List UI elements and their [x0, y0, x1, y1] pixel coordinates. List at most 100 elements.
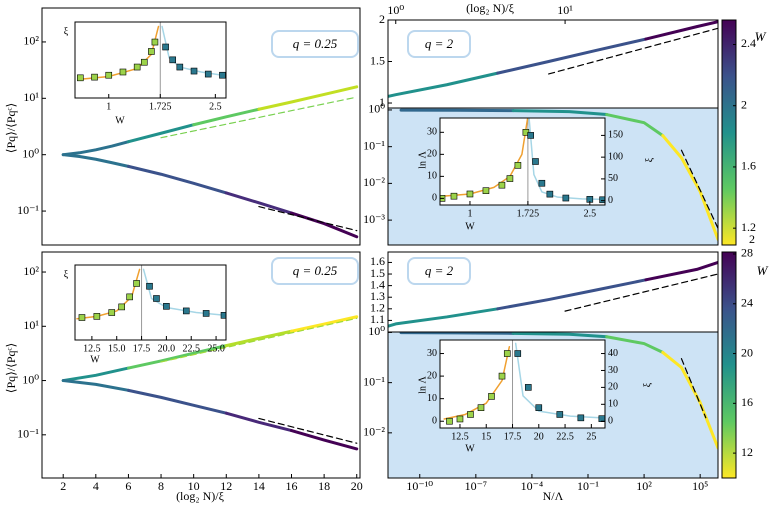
x-tick-label: 10² [636, 479, 652, 493]
y-axis-label: ξ [64, 26, 69, 37]
x-tick-label: 10 [188, 479, 200, 493]
colorbar-tick-label: 2 [741, 97, 747, 111]
x-tick-label: 12 [220, 479, 232, 493]
y-axis-label: ⟨Pq⟩/⟨Pqᶜ⟩ [4, 103, 18, 153]
fit-line [258, 417, 358, 444]
fit-line [160, 317, 358, 363]
colorbar-tick-label: 16 [741, 395, 753, 409]
y-tick-label: 1.2 [370, 301, 385, 315]
data-square [577, 414, 585, 422]
panel-frame [74, 264, 227, 341]
colorbar-label: W [755, 29, 767, 44]
plot-area [77, 22, 226, 98]
y-tick-label: 10⁻³ [363, 212, 385, 226]
plot-area [388, 20, 718, 98]
annotation-box [407, 257, 471, 285]
colorbar-fill [721, 251, 737, 479]
annotation: q = 0.25 [293, 263, 338, 278]
x-tick-label: 2 [60, 479, 66, 493]
y-tick-label: 10⁰ [368, 324, 385, 338]
y-tick-label: 10⁻² [363, 175, 385, 189]
y-tick-label: 20 [427, 370, 437, 381]
data-square [133, 280, 140, 287]
data-curve [126, 344, 228, 370]
x-axis-label: W [465, 443, 475, 454]
x-axis-label: W [115, 115, 125, 126]
annotation: q = 0.25 [293, 36, 338, 51]
data-square [204, 70, 212, 78]
data-square [220, 312, 226, 319]
data-square [506, 175, 514, 182]
data-square [498, 372, 506, 380]
data-square [527, 132, 534, 139]
data-curve [224, 411, 294, 433]
data-curve [605, 335, 665, 354]
x-tick-label: 20 [534, 431, 544, 442]
data-curve [496, 278, 648, 311]
x-tick-label: 12.5 [451, 431, 469, 442]
x-tick-label: 12.5 [83, 343, 101, 354]
y-axis-label: ξ [64, 269, 69, 280]
y-tick-label: 1.1 [370, 312, 385, 326]
x-tick-label: 6 [125, 479, 131, 493]
data-square [162, 43, 169, 51]
y-tick-label: 1.5 [370, 53, 385, 67]
annotation-box [271, 30, 359, 58]
data-curve [61, 140, 130, 157]
panel: 0 10 20 30 0 50 100 150 1 1.725 2.5 Wln Λ ξ [417, 117, 655, 232]
annotation-box [271, 257, 359, 285]
x-axis-label: W [465, 221, 475, 232]
data-square [146, 282, 153, 290]
data-square [182, 307, 190, 315]
plot-area [76, 265, 226, 340]
panel: 1.11.21.31.41.51.6 q = 2 [370, 251, 719, 333]
data-square [488, 393, 495, 400]
y-tick-label: 10⁻¹ [363, 374, 385, 388]
x-tick-label: 1.725 [517, 208, 540, 219]
panel: 12.5 15.0 17.5 20.0 22.5 25.0 Wξ [64, 264, 227, 365]
y-axis-label: ln Λ [417, 150, 428, 168]
data-square [514, 162, 522, 169]
y2-axis-label: ξ [644, 157, 655, 162]
y2-tick-label: 40 [608, 348, 618, 359]
panel-frame [387, 331, 719, 479]
data-curve [290, 315, 359, 333]
data-square [169, 56, 177, 64]
y-tick-label: 10¹ [23, 90, 39, 104]
panel-background [75, 22, 226, 98]
colorbar-fill [721, 19, 737, 246]
fit-line [548, 27, 718, 75]
x-tick-label: 1 [467, 208, 472, 219]
x-tick-label: 10⁰ [387, 3, 404, 17]
data-square [140, 58, 148, 66]
data-square [450, 192, 458, 200]
colorbar-tick-label: 1.6 [741, 159, 756, 173]
data-curve [661, 134, 718, 241]
x-tick-label: 10⁻¹⁰ [406, 479, 433, 493]
x-axis-label: (log₂ N)/ξ [176, 489, 225, 503]
colorbar-bottom-label: 2 [749, 232, 755, 246]
panel-frame [387, 107, 719, 246]
data-square [456, 415, 464, 423]
data-curve [388, 307, 500, 328]
data-curve [224, 191, 294, 215]
y2-tick-label: 0 [608, 195, 613, 206]
panel-background [75, 265, 226, 340]
y-tick-label: 0 [432, 416, 437, 427]
x-tick-label: 4 [93, 479, 99, 493]
y2-tick-label: 50 [608, 173, 618, 184]
y-tick-label: 1 [379, 95, 385, 109]
data-square [482, 187, 490, 194]
data-square [190, 67, 198, 75]
data-square [535, 404, 543, 411]
plot-area [388, 260, 718, 328]
y-tick-label: 10² [23, 264, 39, 278]
x-tick-label: 10⁵ [692, 479, 708, 493]
x-tick-label: 22.5 [182, 343, 200, 354]
data-square [77, 74, 84, 82]
data-curve [511, 332, 609, 339]
data-curve [511, 109, 609, 117]
colorbar-label: W [757, 263, 769, 278]
